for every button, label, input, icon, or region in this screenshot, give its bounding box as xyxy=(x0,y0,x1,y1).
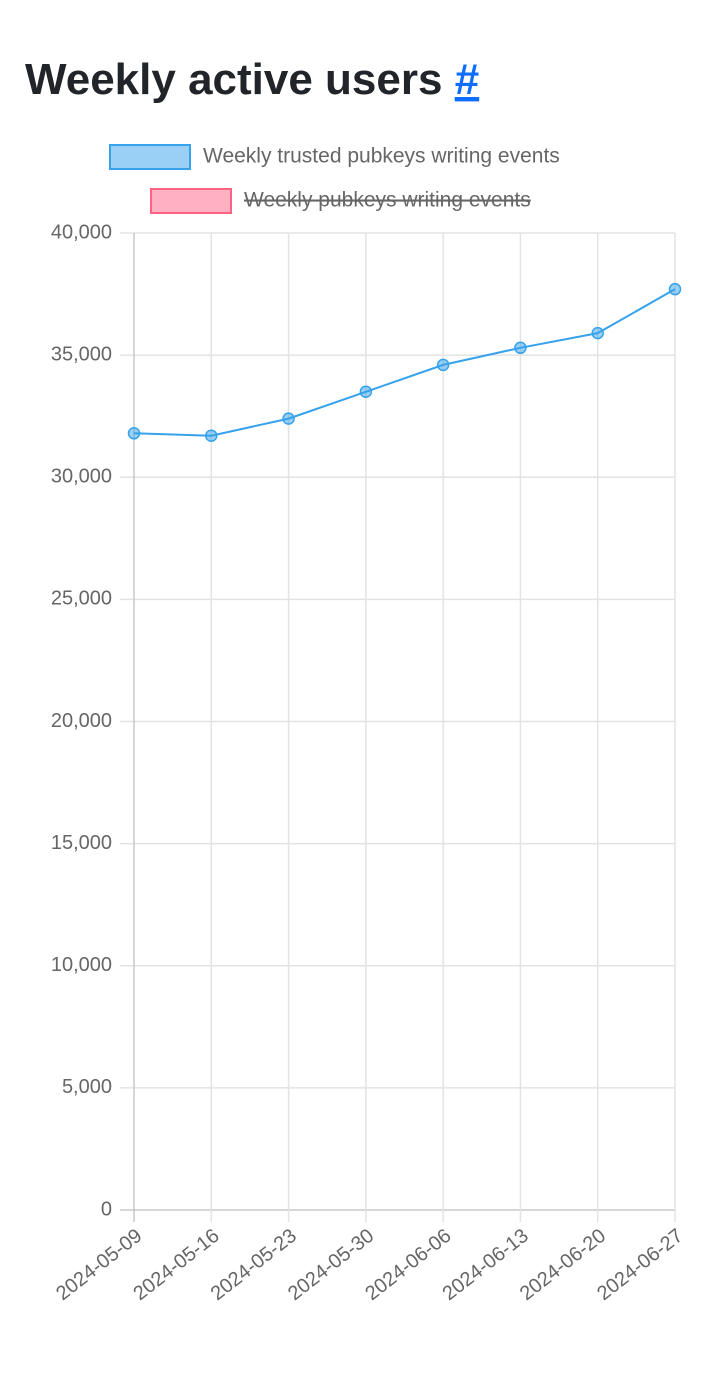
y-tick-label: 35,000 xyxy=(51,343,112,365)
data-point xyxy=(436,358,450,372)
y-tick-label: 5,000 xyxy=(62,1076,112,1098)
data-point xyxy=(127,427,141,440)
x-tick-label: 2024-06-13 xyxy=(439,1225,533,1305)
legend-swatch xyxy=(109,144,191,170)
x-tick-label: 2024-05-30 xyxy=(284,1225,378,1305)
legend-swatch xyxy=(150,188,232,214)
x-tick-label: 2024-05-09 xyxy=(52,1225,146,1305)
chart-title: Weekly active users # xyxy=(25,55,479,104)
y-tick-label: 25,000 xyxy=(51,588,112,610)
y-tick-label: 0 xyxy=(101,1198,112,1220)
x-tick-label: 2024-06-27 xyxy=(593,1225,687,1305)
legend-label[interactable]: Weekly pubkeys writing events xyxy=(244,189,531,212)
y-tick-label: 15,000 xyxy=(51,832,112,854)
data-point xyxy=(591,326,604,340)
x-tick-label: 2024-06-20 xyxy=(516,1225,610,1305)
y-tick-label: 10,000 xyxy=(51,954,112,976)
data-point xyxy=(668,282,682,296)
data-point xyxy=(514,341,527,355)
data-point xyxy=(359,385,373,399)
y-tick-label: 20,000 xyxy=(51,710,112,732)
legend-label[interactable]: Weekly trusted pubkeys writing events xyxy=(203,145,560,168)
x-tick-label: 2024-05-16 xyxy=(129,1225,223,1305)
x-tick-label: 2024-06-06 xyxy=(361,1225,455,1305)
title-link[interactable]: # xyxy=(455,55,479,104)
series-line xyxy=(133,288,676,437)
data-point xyxy=(205,429,218,442)
y-tick-label: 40,000 xyxy=(51,221,112,243)
y-tick-label: 30,000 xyxy=(51,466,112,488)
data-point xyxy=(282,412,295,425)
title-text: Weekly active users xyxy=(25,55,442,104)
x-tick-label: 2024-05-23 xyxy=(207,1225,301,1305)
